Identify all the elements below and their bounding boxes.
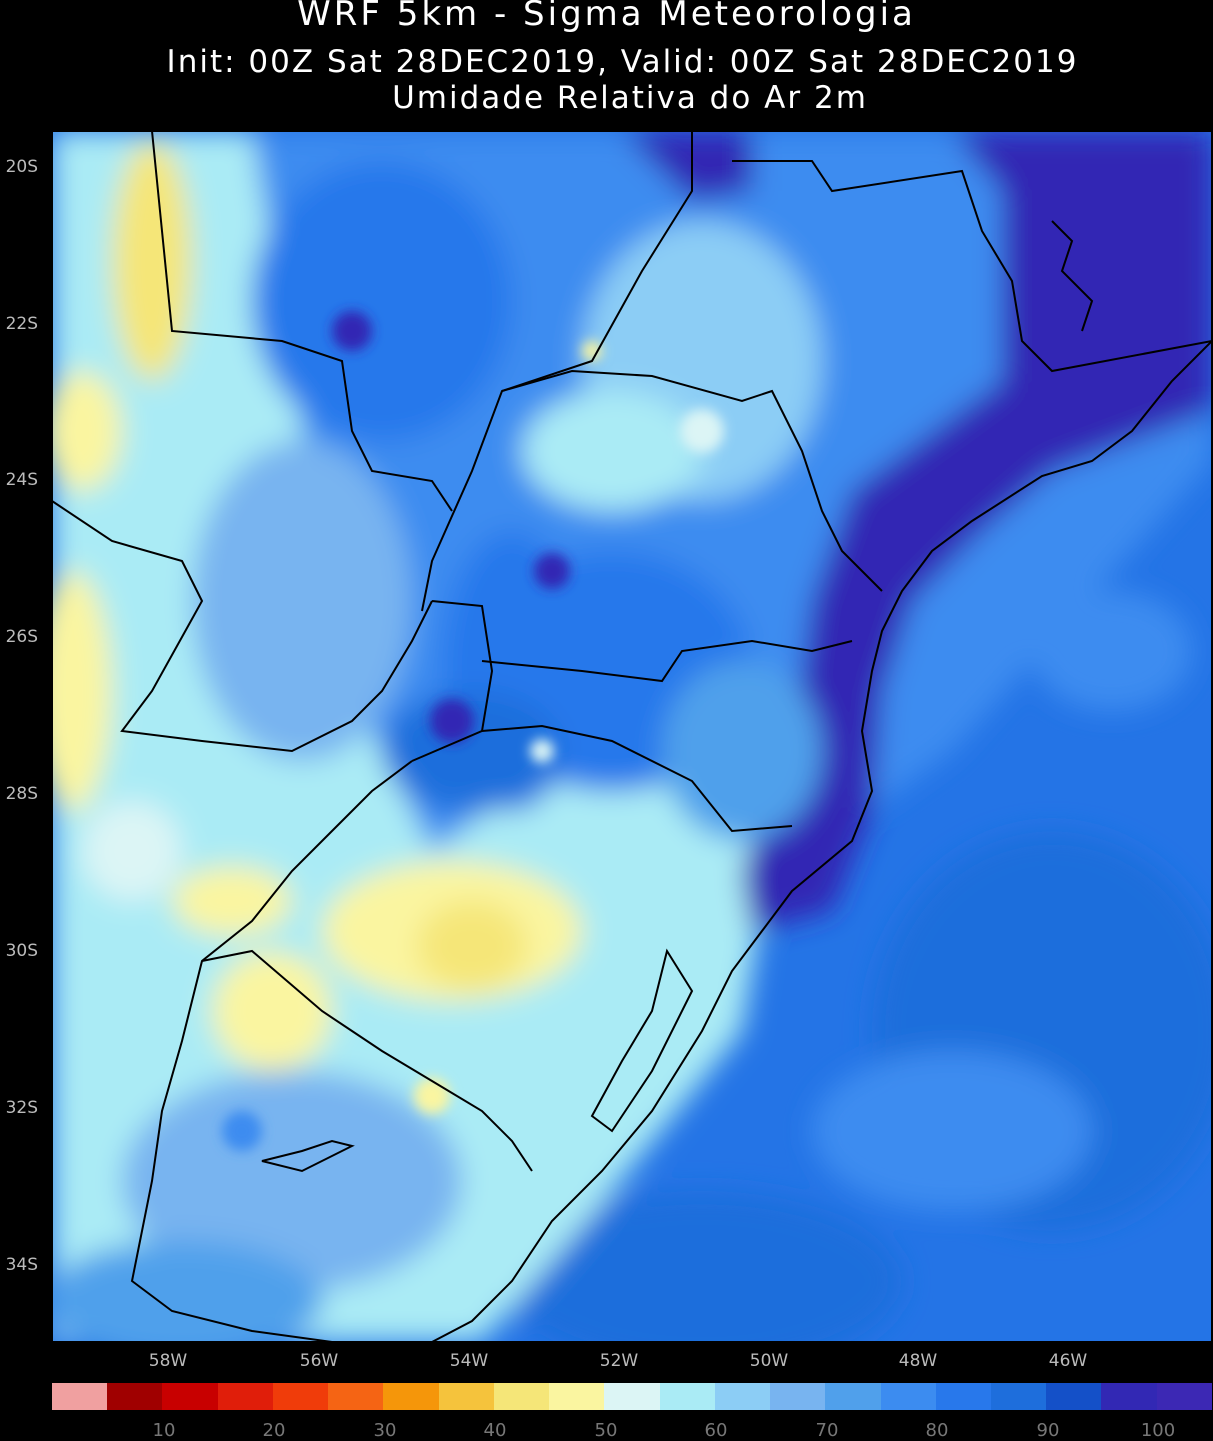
land-light-blue	[522, 391, 702, 511]
international-border-paraguay	[52, 500, 433, 753]
lagoa-dos-patos	[590, 948, 694, 1133]
land-blue-zone	[192, 441, 412, 761]
ocean-patch	[1032, 591, 1192, 711]
state-border-sp-mg	[421, 131, 693, 612]
colorbar-tick: 80	[925, 1420, 949, 1441]
dry-patch	[52, 371, 122, 491]
colorbar-swatch	[1156, 1383, 1212, 1410]
map-title: WRF 5km - Sigma Meteorologia	[297, 0, 916, 34]
colorbar	[52, 1383, 1212, 1410]
variable-name: Umidade Relativa do Ar 2m	[392, 80, 868, 116]
lat-label: 32S	[5, 1098, 38, 1118]
speckle	[222, 1111, 262, 1151]
colorbar-swatch	[714, 1383, 771, 1410]
lon-label: 50W	[749, 1351, 789, 1371]
colorbar-tick: 10	[152, 1420, 176, 1441]
speckle	[430, 699, 474, 743]
state-border-ms	[151, 131, 453, 512]
colorbar-swatch	[990, 1383, 1047, 1410]
lon-label: 46W	[1048, 1351, 1088, 1371]
lat-label: 24S	[5, 470, 38, 490]
colorbar-swatch	[438, 1383, 494, 1410]
ocean-patch	[812, 1051, 1092, 1211]
land-blue-zone	[52, 1241, 322, 1342]
international-border-argentina	[130, 760, 413, 1342]
lat-label: 30S	[5, 941, 38, 961]
lon-label: 48W	[898, 1351, 938, 1371]
colorbar-swatch	[880, 1383, 936, 1410]
colorbar-swatch	[272, 1383, 329, 1410]
colorbar-tick: 30	[373, 1420, 397, 1441]
international-border-uruguay	[201, 949, 533, 1172]
colorbar-swatch	[328, 1383, 384, 1410]
coastal-high-humidity	[742, 131, 1212, 931]
colorbar-swatch	[825, 1383, 881, 1410]
lon-label: 58W	[148, 1351, 188, 1371]
colorbar-swatch	[770, 1383, 826, 1410]
speckle	[582, 341, 602, 361]
dry-patch	[52, 571, 112, 811]
land-blue-zone	[662, 661, 822, 841]
lon-label: 54W	[449, 1351, 489, 1371]
dry-patch	[82, 801, 182, 901]
lat-label: 22S	[5, 314, 38, 334]
colorbar-swatch	[549, 1383, 605, 1410]
dry-patch	[212, 951, 332, 1071]
colorbar-swatch	[383, 1383, 439, 1410]
colorbar-tick: 90	[1036, 1420, 1060, 1441]
lon-label: 52W	[599, 1351, 639, 1371]
coastal-high-humidity	[622, 131, 752, 201]
colorbar-swatch	[217, 1383, 273, 1410]
colorbar-swatch	[493, 1383, 550, 1410]
speckle	[332, 311, 372, 351]
state-border-mg	[732, 160, 1212, 373]
dry-patch	[417, 901, 527, 991]
colorbar-tick: 40	[483, 1420, 507, 1441]
lat-label: 20S	[5, 157, 38, 177]
colorbar-swatch	[1046, 1383, 1102, 1410]
lat-label: 34S	[5, 1255, 38, 1275]
colorbar-swatch	[107, 1383, 163, 1410]
coastline	[431, 340, 1212, 1342]
colorbar-tick: 20	[262, 1420, 286, 1441]
relative-humidity-map	[52, 131, 1212, 1342]
speckle	[680, 409, 724, 453]
init-valid-line: Init: 00Z Sat 28DEC2019, Valid: 00Z Sat …	[166, 44, 1079, 80]
lon-label: 56W	[299, 1351, 339, 1371]
colorbar-tick: 50	[594, 1420, 618, 1441]
lat-label: 28S	[5, 784, 38, 804]
colorbar-swatch	[935, 1383, 991, 1410]
state-border-pr-west	[431, 600, 494, 732]
colorbar-tick: 100	[1140, 1420, 1176, 1441]
dry-patch	[172, 866, 292, 936]
colorbar-swatch	[162, 1383, 218, 1410]
colorbar-swatch	[659, 1383, 715, 1410]
land-blue-zone	[252, 161, 512, 441]
reservoir	[1051, 220, 1094, 332]
colorbar-tick: 60	[704, 1420, 728, 1441]
ocean-patch	[502, 1191, 902, 1342]
land-blue-zone	[122, 1071, 462, 1291]
state-border-sp-pr	[501, 369, 883, 592]
speckle	[530, 739, 554, 763]
borders	[52, 131, 1212, 1342]
land-blue-zone	[382, 691, 562, 811]
colorbar-swatch	[1101, 1383, 1157, 1410]
lat-label: 26S	[5, 627, 38, 647]
state-border-pr-sc	[481, 639, 853, 683]
colorbar-tick: 70	[815, 1420, 839, 1441]
lagoa-mirim	[261, 1139, 355, 1173]
dry-patch	[112, 141, 192, 381]
map-frame	[52, 131, 1212, 1342]
colorbar-swatch	[52, 1383, 108, 1410]
speckle	[414, 1078, 450, 1114]
colorbar-swatch	[604, 1383, 660, 1410]
speckle	[534, 553, 570, 589]
